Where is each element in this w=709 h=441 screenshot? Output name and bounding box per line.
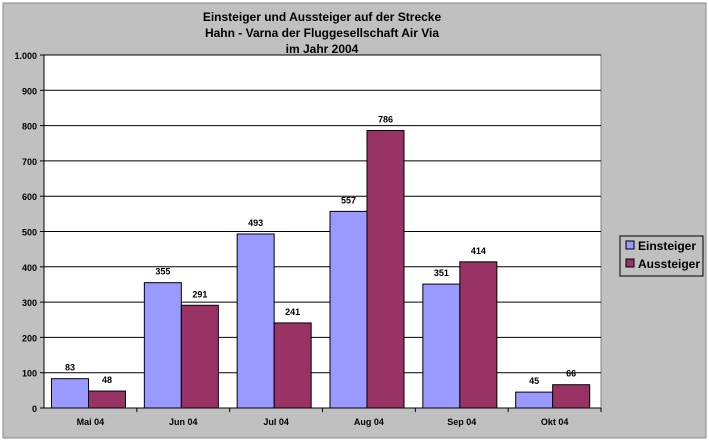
- chart-title-line: im Jahr 2004: [286, 42, 359, 56]
- legend-label: Aussteiger: [638, 257, 700, 271]
- bar-aussteiger: [88, 390, 126, 409]
- bar-aussteiger: [459, 261, 498, 409]
- x-tick-label: Jun 04: [169, 417, 198, 427]
- data-label: 45: [529, 376, 539, 386]
- x-tick-label: Okt 04: [541, 417, 569, 427]
- bar-aussteiger: [552, 384, 591, 409]
- bar-einsteiger: [236, 233, 275, 409]
- data-label: 66: [566, 369, 576, 379]
- data-label: 493: [248, 218, 263, 228]
- data-label: 291: [192, 289, 207, 299]
- y-tick-label: 300: [22, 298, 37, 308]
- legend-label: Einsteiger: [638, 239, 696, 253]
- y-tick-label: 200: [22, 333, 37, 343]
- bar-einsteiger: [515, 391, 554, 409]
- data-label: 48: [102, 375, 112, 385]
- y-tick-label: 400: [22, 263, 37, 273]
- legend-swatch: [625, 258, 635, 268]
- legend-swatch: [625, 240, 635, 250]
- bar-aussteiger: [180, 304, 219, 409]
- x-tick-label: Jul 04: [263, 417, 289, 427]
- data-label: 83: [65, 363, 75, 373]
- data-label: 355: [155, 267, 170, 277]
- x-tick-label: Sep 04: [447, 417, 476, 427]
- data-label: 557: [341, 195, 356, 205]
- bar-aussteiger: [273, 322, 312, 409]
- data-label: 414: [471, 246, 486, 256]
- x-tick-label: Aug 04: [354, 417, 384, 427]
- y-tick-label: 1.000: [14, 51, 37, 61]
- bar-einsteiger: [143, 282, 182, 409]
- data-label: 351: [434, 268, 449, 278]
- y-tick-label: 600: [22, 192, 37, 202]
- bar-aussteiger: [366, 130, 405, 409]
- bar-einsteiger: [422, 283, 461, 409]
- chart-title-line: Einsteiger und Aussteiger auf der Streck…: [203, 10, 442, 24]
- chart-title-line: Hahn - Varna der Fluggesellschaft Air Vi…: [205, 26, 439, 40]
- y-tick-label: 900: [22, 86, 37, 96]
- y-tick-label: 800: [22, 122, 37, 132]
- bar-einsteiger: [329, 210, 368, 409]
- y-tick-label: 100: [22, 369, 37, 379]
- data-label: 786: [378, 115, 393, 125]
- y-tick-label: 700: [22, 157, 37, 167]
- data-label: 241: [285, 307, 300, 317]
- y-tick-label: 0: [32, 404, 37, 414]
- y-tick-label: 500: [22, 228, 37, 238]
- x-tick-label: Mai 04: [77, 417, 105, 427]
- bar-einsteiger: [51, 378, 89, 409]
